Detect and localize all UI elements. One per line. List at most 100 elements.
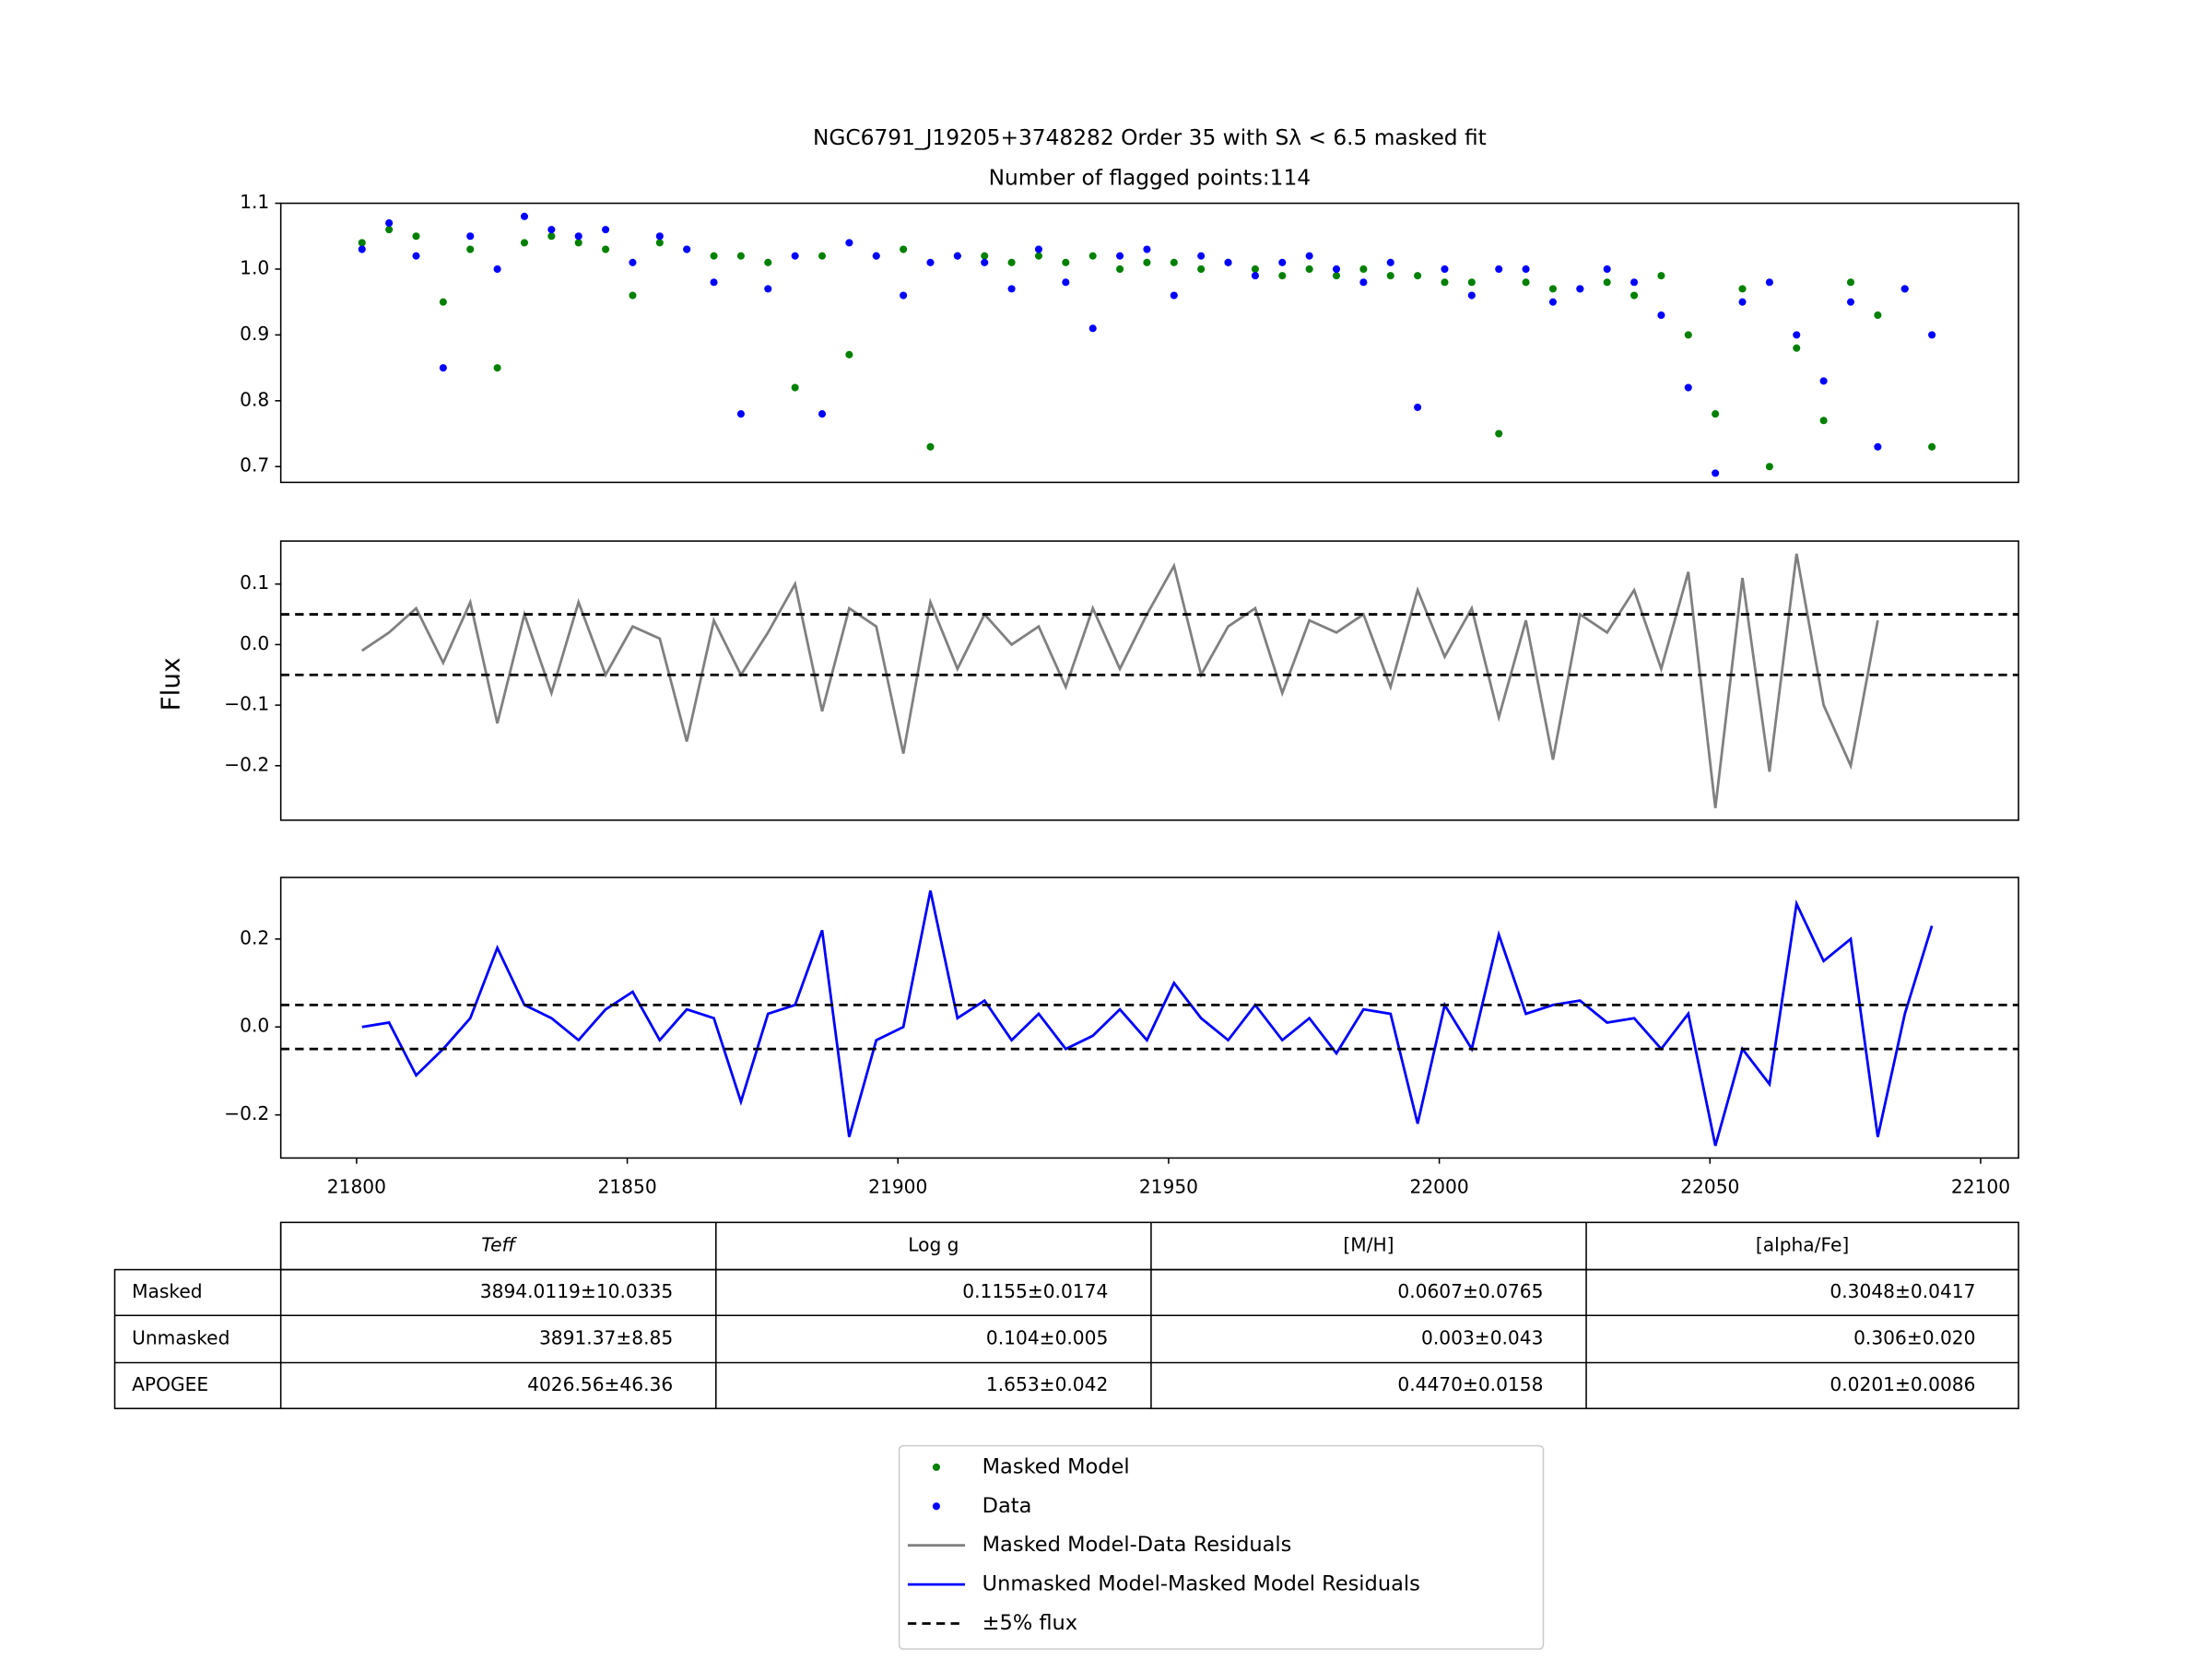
- data-point: [1522, 265, 1530, 273]
- data-point: [1657, 272, 1665, 280]
- data-point: [1467, 291, 1476, 300]
- data-point: [412, 232, 420, 241]
- y-tick-label: 0.2: [240, 926, 269, 948]
- data-point: [1846, 278, 1855, 287]
- data-point: [1738, 285, 1747, 293]
- data-point: [981, 252, 989, 260]
- data-point: [466, 245, 475, 253]
- data-point: [1251, 272, 1259, 280]
- data-point: [1116, 265, 1124, 273]
- data-point: [872, 252, 880, 260]
- y-tick-label: 1.0: [240, 256, 269, 278]
- data-point: [1495, 265, 1503, 273]
- table-header: [alpha/Fe]: [1756, 1233, 1849, 1255]
- table-cell: 0.0201±0.0086: [1830, 1373, 1975, 1395]
- data-point: [1900, 285, 1909, 293]
- data-point: [1332, 272, 1341, 280]
- data-point: [710, 252, 718, 260]
- data-point: [1928, 331, 1936, 339]
- legend-label: Unmasked Model-Masked Model Residuals: [982, 1572, 1420, 1596]
- data-point: [466, 232, 475, 241]
- data-point: [439, 364, 447, 372]
- data-point: [358, 239, 366, 247]
- y-tick-label: 0.0: [240, 632, 269, 654]
- plot-frame: [279, 540, 2019, 821]
- data-point: [629, 258, 637, 266]
- y-tick-label: −0.2: [224, 1102, 269, 1124]
- data-point: [736, 410, 745, 418]
- data-point: [764, 285, 772, 293]
- table-cell: 4026.56±46.36: [527, 1373, 673, 1395]
- data-point: [1143, 258, 1151, 266]
- y-tick-label: 0.8: [240, 388, 269, 410]
- data-point: [1793, 331, 1801, 339]
- data-point: [1116, 252, 1124, 260]
- data-point: [1765, 278, 1773, 287]
- data-point: [1170, 291, 1178, 300]
- plot-frame: [279, 202, 2019, 484]
- data-point: [900, 245, 908, 253]
- data-point: [1712, 410, 1720, 418]
- data-point: [1603, 265, 1611, 273]
- data-point: [764, 258, 772, 266]
- data-point: [1007, 285, 1016, 293]
- data-point: [547, 232, 556, 241]
- x-tick-label: 22000: [1410, 1176, 1469, 1198]
- data-point: [1928, 442, 1936, 451]
- y-tick-label: 0.1: [240, 571, 269, 594]
- data-point: [683, 245, 691, 253]
- x-tick-label: 21800: [327, 1176, 386, 1198]
- data-point: [1088, 324, 1097, 333]
- table-cell: 0.4470±0.0158: [1397, 1373, 1543, 1395]
- data-point: [1548, 285, 1557, 293]
- data-point: [1819, 377, 1828, 385]
- data-point: [1793, 344, 1801, 352]
- data-point: [791, 383, 799, 392]
- data-point: [1197, 265, 1206, 273]
- table-body-frame: [113, 1268, 2019, 1409]
- data-point: [1332, 265, 1341, 273]
- table-row-label: Unmasked: [132, 1326, 229, 1348]
- data-point: [1062, 258, 1070, 266]
- data-point: [1603, 278, 1611, 287]
- data-point: [1278, 272, 1287, 280]
- data-point: [926, 258, 935, 266]
- data-point: [1738, 298, 1747, 306]
- data-point: [1495, 429, 1503, 438]
- data-point: [1414, 403, 1422, 411]
- data-point: [953, 252, 961, 260]
- data-point: [845, 350, 853, 359]
- table-cell: 0.1155±0.0174: [962, 1280, 1108, 1302]
- data-point: [818, 410, 827, 418]
- data-point: [385, 218, 394, 228]
- chart-title: NGC6791_J19205+3748282 Order 35 with Sλ …: [813, 125, 1487, 150]
- data-point: [1197, 252, 1206, 260]
- data-point: [655, 232, 664, 241]
- legend-marker: [932, 1502, 941, 1511]
- data-point: [1088, 252, 1097, 260]
- data-point: [1305, 252, 1313, 260]
- table-cell: 0.104±0.005: [986, 1326, 1108, 1348]
- data-point: [493, 265, 501, 273]
- data-point: [900, 291, 908, 300]
- data-point: [520, 212, 529, 220]
- data-point: [1846, 298, 1855, 306]
- x-tick-label: 22050: [1680, 1176, 1739, 1198]
- data-point: [1467, 278, 1476, 287]
- data-point: [1441, 265, 1449, 273]
- y-tick-label: −0.2: [224, 753, 269, 775]
- legend-label: Masked Model-Data Residuals: [982, 1533, 1292, 1557]
- data-point: [1359, 278, 1368, 287]
- data-point: [358, 245, 366, 253]
- data-point: [602, 226, 610, 234]
- data-point: [1143, 245, 1151, 253]
- data-point: [791, 252, 799, 260]
- y-tick-label: 0.0: [240, 1015, 269, 1037]
- table-header: Teff: [481, 1233, 517, 1255]
- data-point: [1684, 331, 1692, 339]
- x-tick-label: 21900: [868, 1176, 927, 1198]
- table-cell: 3894.0119±10.0335: [480, 1280, 673, 1302]
- data-point: [602, 245, 610, 253]
- data-point: [1765, 463, 1773, 471]
